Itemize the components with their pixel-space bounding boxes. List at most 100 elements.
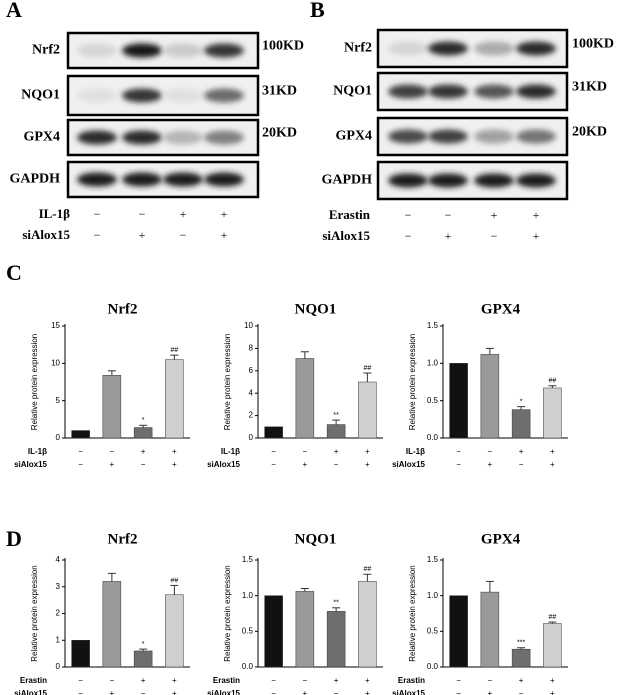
error-bar bbox=[548, 385, 557, 388]
significance-label: * bbox=[520, 398, 523, 405]
condition-sign: + bbox=[550, 447, 555, 456]
blot-row-label: GAPDH bbox=[9, 172, 60, 187]
condition-sign: − bbox=[519, 460, 524, 469]
blot-band bbox=[122, 130, 162, 145]
condition-sign: + bbox=[110, 460, 115, 469]
error-bar bbox=[517, 406, 526, 410]
blot-band bbox=[204, 172, 244, 187]
error-bar bbox=[107, 572, 116, 582]
blot-band bbox=[77, 43, 117, 58]
significance-label: ## bbox=[548, 378, 556, 385]
blot-band bbox=[122, 172, 162, 187]
condition-sign: + bbox=[488, 460, 493, 469]
condition-sign: − bbox=[405, 208, 412, 222]
significance-label: ** bbox=[333, 600, 339, 607]
condition-sign: − bbox=[78, 676, 83, 685]
bar bbox=[165, 594, 184, 668]
y-tick-label: 2 bbox=[249, 411, 254, 420]
y-axis-label: Relative protein expression bbox=[223, 565, 232, 662]
condition-sign: + bbox=[533, 208, 540, 222]
y-tick-label: 1.0 bbox=[427, 591, 439, 600]
y-tick-label: 5 bbox=[56, 396, 61, 405]
bar bbox=[264, 426, 283, 439]
blot-size: 100KD bbox=[262, 39, 304, 54]
condition-sign: − bbox=[94, 228, 101, 242]
bar bbox=[480, 591, 500, 668]
error-bar bbox=[139, 648, 148, 651]
condition-sign: + bbox=[365, 460, 370, 469]
blot-row-label: NQO1 bbox=[21, 88, 60, 103]
condition-sign: + bbox=[365, 689, 370, 695]
y-tick-label: 1.0 bbox=[427, 358, 439, 367]
blot-band bbox=[428, 129, 468, 144]
condition-sign: + bbox=[519, 676, 524, 685]
y-tick-label: 2 bbox=[56, 609, 61, 618]
condition-name: siAlox15 bbox=[207, 689, 240, 695]
y-tick-label: 0.0 bbox=[427, 662, 439, 671]
error-bar bbox=[332, 419, 341, 425]
blot-band bbox=[163, 172, 203, 187]
y-tick-label: 0.0 bbox=[242, 662, 254, 671]
condition-sign: + bbox=[110, 689, 115, 695]
blot-row-label: GPX4 bbox=[23, 130, 60, 145]
condition-sign: − bbox=[180, 228, 187, 242]
blot-band bbox=[77, 172, 117, 187]
condition-sign: + bbox=[491, 208, 498, 222]
condition-name: siAlox15 bbox=[22, 227, 70, 242]
blot-band bbox=[428, 41, 468, 56]
condition-name: IL-1β bbox=[221, 447, 240, 456]
y-tick-label: 1.0 bbox=[242, 591, 254, 600]
condition-sign: + bbox=[303, 460, 308, 469]
error-bar bbox=[170, 584, 179, 595]
condition-sign: + bbox=[221, 228, 228, 242]
blot-band bbox=[474, 173, 514, 188]
condition-sign: − bbox=[445, 208, 452, 222]
bar bbox=[295, 591, 315, 668]
error-bar bbox=[485, 347, 494, 355]
condition-sign: − bbox=[519, 689, 524, 695]
bar bbox=[264, 595, 283, 668]
blot-band bbox=[388, 41, 428, 56]
blot-size: 31KD bbox=[572, 80, 607, 95]
blot-band bbox=[516, 129, 556, 144]
significance-label: ## bbox=[363, 566, 371, 573]
bar bbox=[71, 430, 90, 439]
blot-band bbox=[388, 129, 428, 144]
bar bbox=[326, 424, 346, 439]
condition-sign: − bbox=[271, 689, 276, 695]
y-tick-label: 1.5 bbox=[242, 555, 254, 564]
condition-name: siAlox15 bbox=[207, 460, 240, 469]
blot-band bbox=[388, 84, 428, 99]
error-bar bbox=[517, 647, 526, 650]
condition-name: IL-1β bbox=[28, 447, 47, 456]
blot-band bbox=[474, 129, 514, 144]
chart-title: NQO1 bbox=[295, 301, 337, 317]
significance-label: *** bbox=[517, 640, 525, 647]
condition-sign: − bbox=[141, 689, 146, 695]
blot-band bbox=[388, 173, 428, 188]
chart-title: GPX4 bbox=[481, 301, 521, 317]
condition-sign: − bbox=[456, 447, 461, 456]
blot-band bbox=[163, 130, 203, 145]
panel-label: A bbox=[6, 0, 22, 22]
condition-sign: + bbox=[180, 207, 187, 221]
condition-name: siAlox15 bbox=[14, 460, 47, 469]
condition-sign: + bbox=[221, 207, 228, 221]
bar bbox=[165, 359, 184, 439]
y-tick-label: 10 bbox=[244, 321, 253, 330]
condition-sign: + bbox=[303, 689, 308, 695]
condition-sign: + bbox=[334, 447, 339, 456]
chart-title: Nrf2 bbox=[108, 531, 138, 547]
y-axis-label: Relative protein expression bbox=[408, 334, 417, 431]
condition-sign: + bbox=[172, 447, 177, 456]
condition-sign: − bbox=[141, 460, 146, 469]
condition-name: Erastin bbox=[213, 676, 240, 685]
condition-sign: − bbox=[456, 676, 461, 685]
y-tick-label: 4 bbox=[249, 388, 254, 397]
error-bar bbox=[139, 424, 148, 428]
condition-sign: − bbox=[334, 460, 339, 469]
blot-band bbox=[474, 84, 514, 99]
bar bbox=[102, 581, 122, 668]
condition-sign: + bbox=[550, 689, 555, 695]
condition-sign: − bbox=[456, 689, 461, 695]
